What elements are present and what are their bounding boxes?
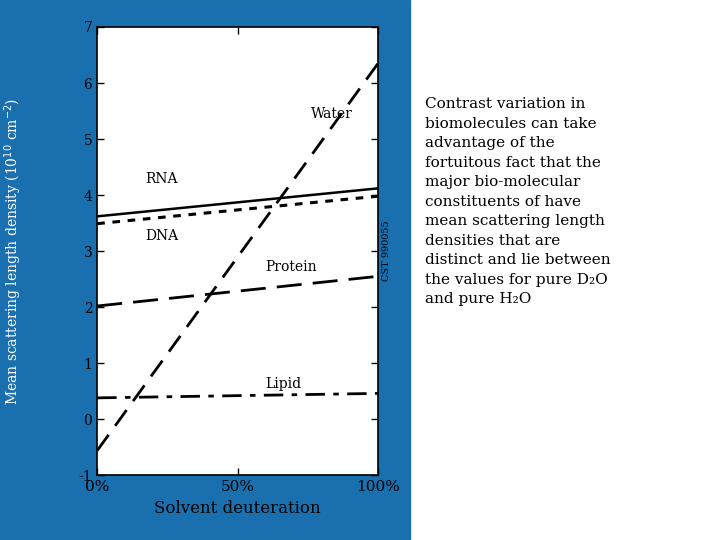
Text: CST 990055: CST 990055 bbox=[382, 221, 391, 281]
Text: Contrast variation in
biomolecules can take
advantage of the
fortuitous fact tha: Contrast variation in biomolecules can t… bbox=[425, 97, 611, 306]
Text: DNA: DNA bbox=[145, 229, 178, 243]
Text: Water: Water bbox=[310, 107, 353, 121]
Text: Lipid: Lipid bbox=[266, 377, 302, 391]
X-axis label: Solvent deuteration: Solvent deuteration bbox=[154, 500, 321, 517]
Text: RNA: RNA bbox=[145, 172, 177, 186]
Text: Mean scattering length density (10$^{10}$ cm$^{-2}$): Mean scattering length density (10$^{10}… bbox=[2, 98, 24, 404]
Text: Protein: Protein bbox=[266, 260, 318, 274]
